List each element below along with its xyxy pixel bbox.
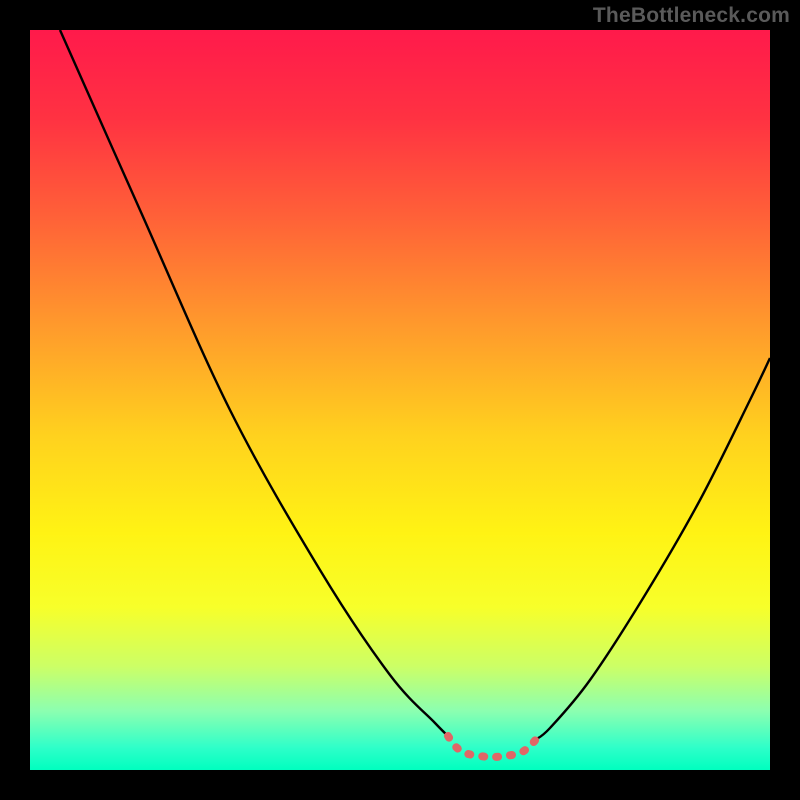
gradient-rect bbox=[30, 30, 770, 770]
chart-root: TheBottleneck.com bbox=[0, 0, 800, 800]
plot-area bbox=[30, 30, 770, 770]
chart-svg bbox=[30, 30, 770, 770]
watermark-text: TheBottleneck.com bbox=[593, 4, 790, 28]
